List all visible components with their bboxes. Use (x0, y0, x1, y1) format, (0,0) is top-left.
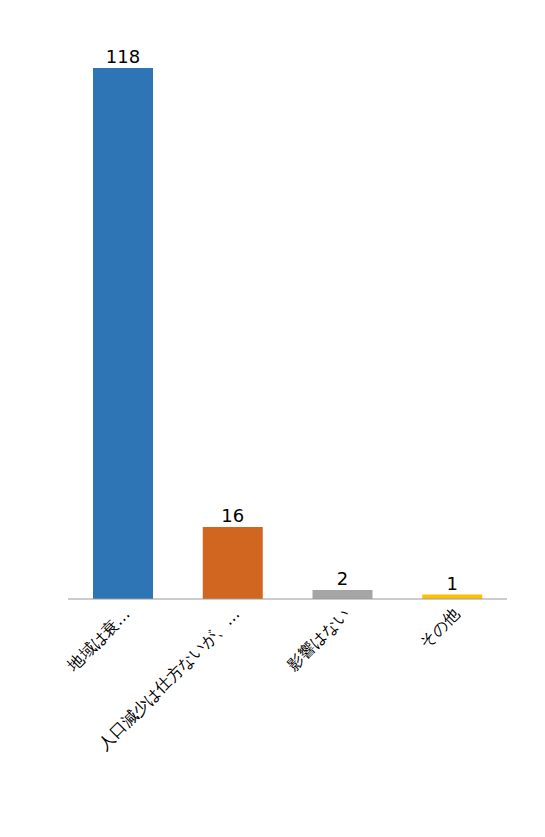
svg-text:118: 118 (106, 46, 140, 67)
svg-text:人口減少は仕方ないが、…: 人口減少は仕方ないが、… (94, 604, 243, 753)
svg-text:1: 1 (447, 573, 458, 594)
svg-text:16: 16 (221, 505, 244, 526)
svg-text:地域は衰…: 地域は衰… (63, 604, 134, 675)
svg-text:2: 2 (337, 568, 348, 589)
svg-text:影響はない: 影響はない (283, 604, 353, 674)
svg-text:その他: その他 (416, 604, 463, 651)
